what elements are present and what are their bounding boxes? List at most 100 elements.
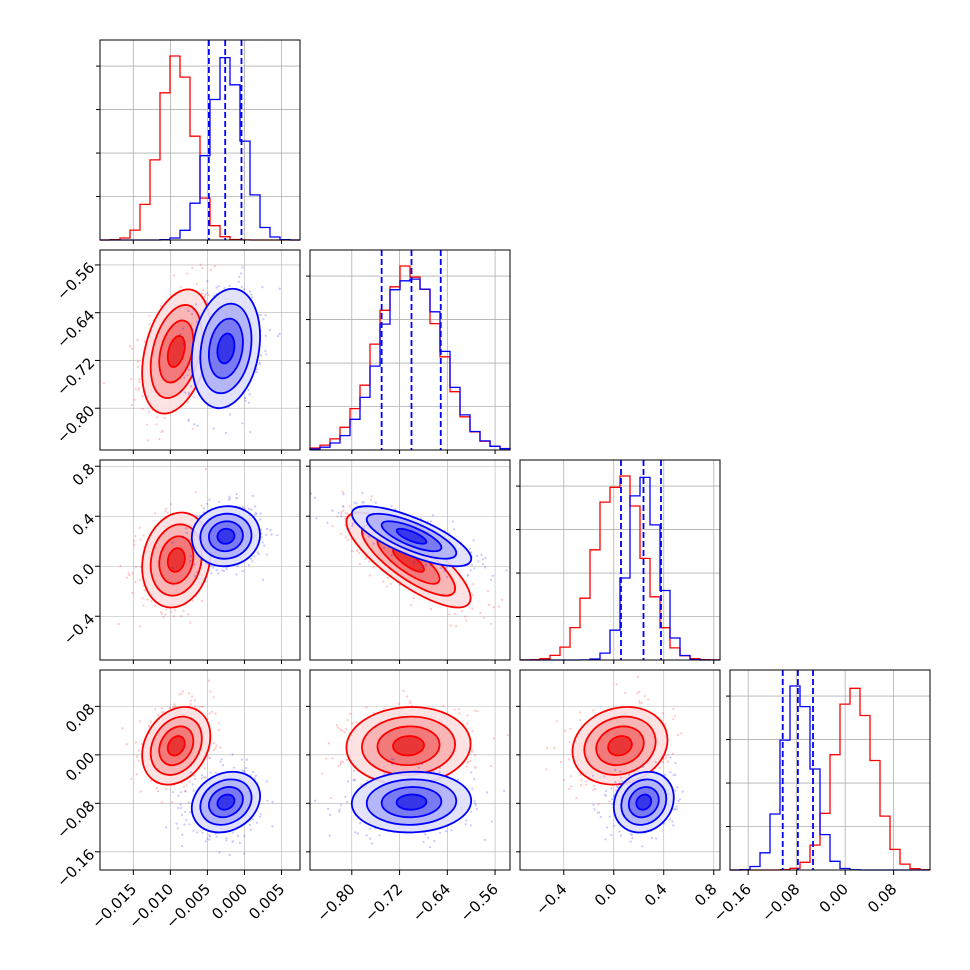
contour-blue [207, 786, 244, 819]
contour-blue [635, 793, 653, 811]
density-fill-blue [396, 794, 427, 810]
density-fill-red [167, 736, 185, 756]
histogram-red [100, 55, 300, 241]
y-tick-label: 0.0 [69, 560, 99, 590]
contour-red [583, 715, 657, 776]
contour-red [595, 725, 645, 767]
x-tick-label: 0.00 [816, 880, 852, 916]
x-tick-label: −0.72 [361, 880, 406, 925]
density-fill-blue [217, 794, 235, 810]
contour-blue [380, 520, 443, 553]
panel-frame [519, 669, 721, 871]
contour-blue [199, 512, 253, 560]
y-tick-label: −0.56 [53, 259, 98, 304]
panel-frame [729, 669, 931, 871]
scatter-panel-2-1 [309, 459, 511, 661]
density-fill-blue [217, 333, 235, 364]
contour-blue [395, 527, 428, 545]
panel-frame [309, 669, 511, 871]
contour-blue [216, 793, 236, 811]
contour-blue [216, 527, 236, 545]
histogram-panel-2 [516, 459, 721, 661]
density-fill-red [167, 548, 185, 572]
contour-blue [190, 287, 261, 410]
contour-red [149, 523, 203, 597]
panel-frame [99, 459, 301, 661]
scatter-panel-3-2 [519, 669, 721, 871]
contour-blue [620, 778, 668, 826]
y-tick-label: 0.4 [69, 510, 99, 540]
contour-red [166, 547, 186, 573]
contour-blue [199, 302, 253, 395]
histogram-panel-1 [306, 249, 511, 451]
contour-blue [216, 332, 236, 365]
histogram-panel-3 [726, 669, 931, 871]
contour-red [141, 511, 212, 609]
contour-red [158, 725, 195, 767]
contour-red [607, 735, 633, 757]
y-tick-label: −0.64 [53, 306, 98, 351]
panel-frame [309, 249, 511, 451]
x-tick-label: 0.005 [245, 880, 288, 923]
contour-blue [207, 520, 244, 553]
contour-red [376, 725, 441, 767]
contour-blue [350, 505, 473, 568]
contour-red [392, 735, 425, 757]
contour-blue [199, 778, 253, 826]
contour-blue [365, 778, 458, 826]
contour-red [149, 715, 203, 776]
density-fill-red [392, 548, 425, 572]
density-fill-blue [636, 794, 652, 810]
contour-blue [190, 505, 261, 568]
density-fill-blue [217, 528, 235, 544]
x-tick-label: 0.4 [641, 880, 671, 910]
panel-frame [99, 249, 301, 451]
y-tick-label: 0.8 [69, 460, 99, 490]
histogram-blue [520, 476, 720, 661]
contour-red [158, 535, 195, 585]
contour-blue [395, 793, 428, 811]
x-tick-label: −0.16 [710, 880, 755, 925]
contour-red [166, 735, 186, 757]
panel-frame [309, 459, 511, 661]
x-tick-label: −0.08 [758, 880, 803, 925]
scatter-panel-3-0 [99, 669, 301, 871]
y-tick-label: −0.4 [60, 610, 98, 648]
contour-blue [190, 770, 261, 834]
y-tick-label: −0.72 [53, 354, 98, 399]
contour-blue [350, 770, 473, 834]
y-tick-label: −0.08 [53, 797, 98, 842]
histogram-panel-0 [96, 39, 301, 241]
x-tick-label: −0.80 [313, 880, 358, 925]
panel-frame [519, 459, 721, 661]
contour-blue [365, 512, 458, 560]
density-fill-blue [396, 528, 427, 544]
x-tick-label: 0.08 [864, 880, 900, 916]
histogram-red [519, 475, 721, 661]
y-tick-label: −0.16 [53, 845, 98, 890]
x-tick-label: −0.4 [532, 880, 570, 918]
y-tick-label: −0.80 [53, 402, 98, 447]
y-tick-label: 0.00 [62, 748, 98, 784]
density-fill-red [608, 736, 632, 756]
x-tick-label: 0.0 [591, 880, 621, 910]
x-tick-label: 0.000 [208, 880, 251, 923]
y-tick-label: 0.08 [62, 700, 98, 736]
histogram-red [309, 265, 511, 450]
contour-red [141, 706, 212, 786]
panel-frame [99, 669, 301, 871]
panel-frame [99, 39, 301, 241]
histogram-blue [309, 278, 511, 450]
scatter-panel-2-0 [99, 459, 301, 661]
density-fill-red [167, 335, 185, 368]
contour-red [166, 335, 186, 368]
x-tick-label: −0.56 [457, 880, 502, 925]
scatter-panel-1-0 [99, 249, 301, 451]
contour-blue [627, 786, 660, 819]
x-tick-label: −0.64 [409, 880, 454, 925]
scatter-panel-3-1 [309, 669, 511, 871]
contour-blue [380, 786, 443, 819]
contour-blue [612, 770, 675, 834]
density-fill-red [392, 736, 425, 756]
